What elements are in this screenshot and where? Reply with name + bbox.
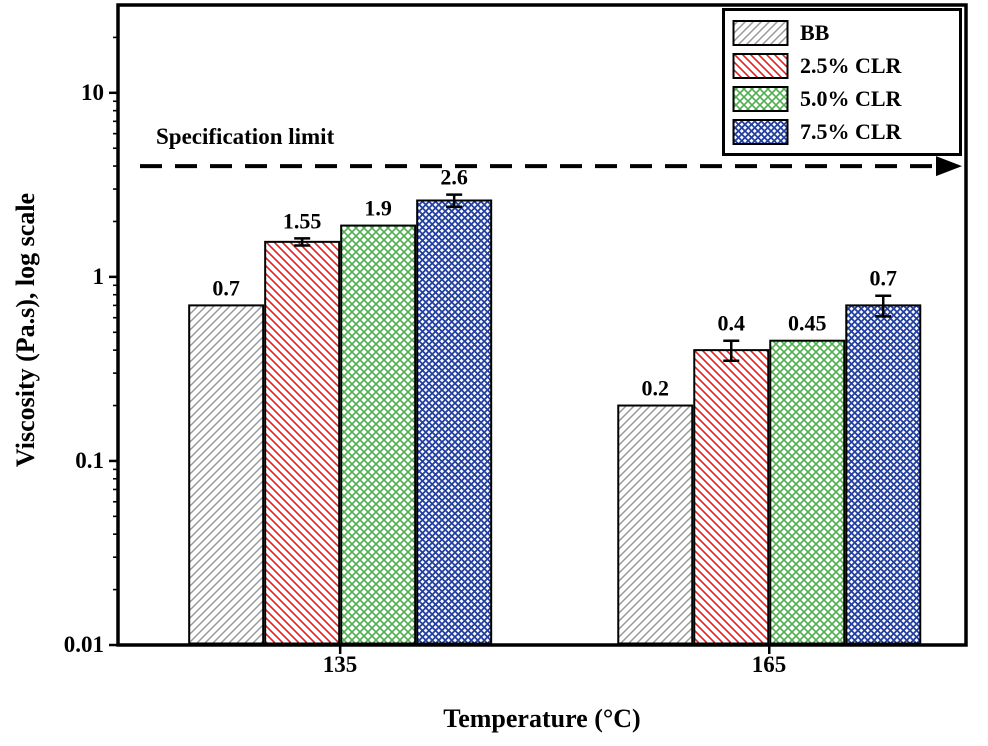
legend-swatch-rect	[732, 52, 789, 79]
bar-BB-165	[617, 404, 694, 645]
legend-swatch-bb	[732, 19, 789, 46]
bar-2.5% CLR-165	[693, 349, 770, 645]
legend-swatch-rect	[732, 118, 789, 145]
legend-item-2-5-clr: 2.5% CLR	[732, 49, 952, 82]
legend: BB 2.5% CLR 5.0% CLR 7.5% CLR	[722, 8, 962, 156]
bar-7.5% CLR-165	[845, 304, 922, 645]
legend-label-5-0-clr: 5.0% CLR	[800, 85, 902, 111]
bar-value-label: 0.45	[788, 311, 827, 336]
legend-swatch-rect	[732, 85, 789, 112]
legend-swatch-rect	[732, 19, 789, 46]
y-tick-label: 0.01	[63, 632, 104, 657]
legend-swatch-7-5-clr	[732, 118, 789, 145]
bar-7.5% CLR-135	[416, 199, 493, 645]
bar-2.5% CLR-135	[264, 240, 341, 645]
bar-5.0% CLR-135	[340, 224, 417, 645]
y-tick-label: 1	[92, 264, 105, 289]
bar-value-label: 0.4	[718, 311, 746, 336]
legend-item-bb: BB	[732, 16, 952, 49]
legend-label-7-5-clr: 7.5% CLR	[800, 118, 902, 144]
y-tick-label: 0.1	[75, 448, 104, 473]
bar-value-label: 1.55	[283, 208, 322, 233]
legend-swatch-2-5-clr	[732, 52, 789, 79]
y-tick-label: 10	[81, 80, 104, 105]
bar-5.0% CLR-165	[769, 339, 846, 645]
plot-frame	[116, 3, 968, 647]
legend-label-bb: BB	[800, 19, 830, 45]
x-tick-label: 165	[751, 652, 787, 677]
bar-BB-135	[188, 304, 265, 645]
x-tick-label: 135	[322, 652, 358, 677]
bar-value-label: 1.9	[364, 196, 392, 221]
legend-label-2-5-clr: 2.5% CLR	[800, 52, 902, 78]
bar-value-label: 0.7	[870, 266, 898, 291]
spec-limit-label: Specification limit	[156, 124, 335, 149]
legend-item-5-0-clr: 5.0% CLR	[732, 82, 952, 115]
x-axis-title: Temperature (°C)	[443, 704, 641, 733]
spec-limit-arrow	[936, 156, 962, 177]
y-axis-title: Viscosity (Pa.s), log scale	[11, 192, 40, 468]
bar-value-label: 0.7	[212, 275, 240, 300]
legend-swatch-5-0-clr	[732, 85, 789, 112]
legend-item-7-5-clr: 7.5% CLR	[732, 115, 952, 148]
bar-value-label: 0.2	[642, 376, 670, 401]
bar-value-label: 2.6	[440, 165, 468, 190]
